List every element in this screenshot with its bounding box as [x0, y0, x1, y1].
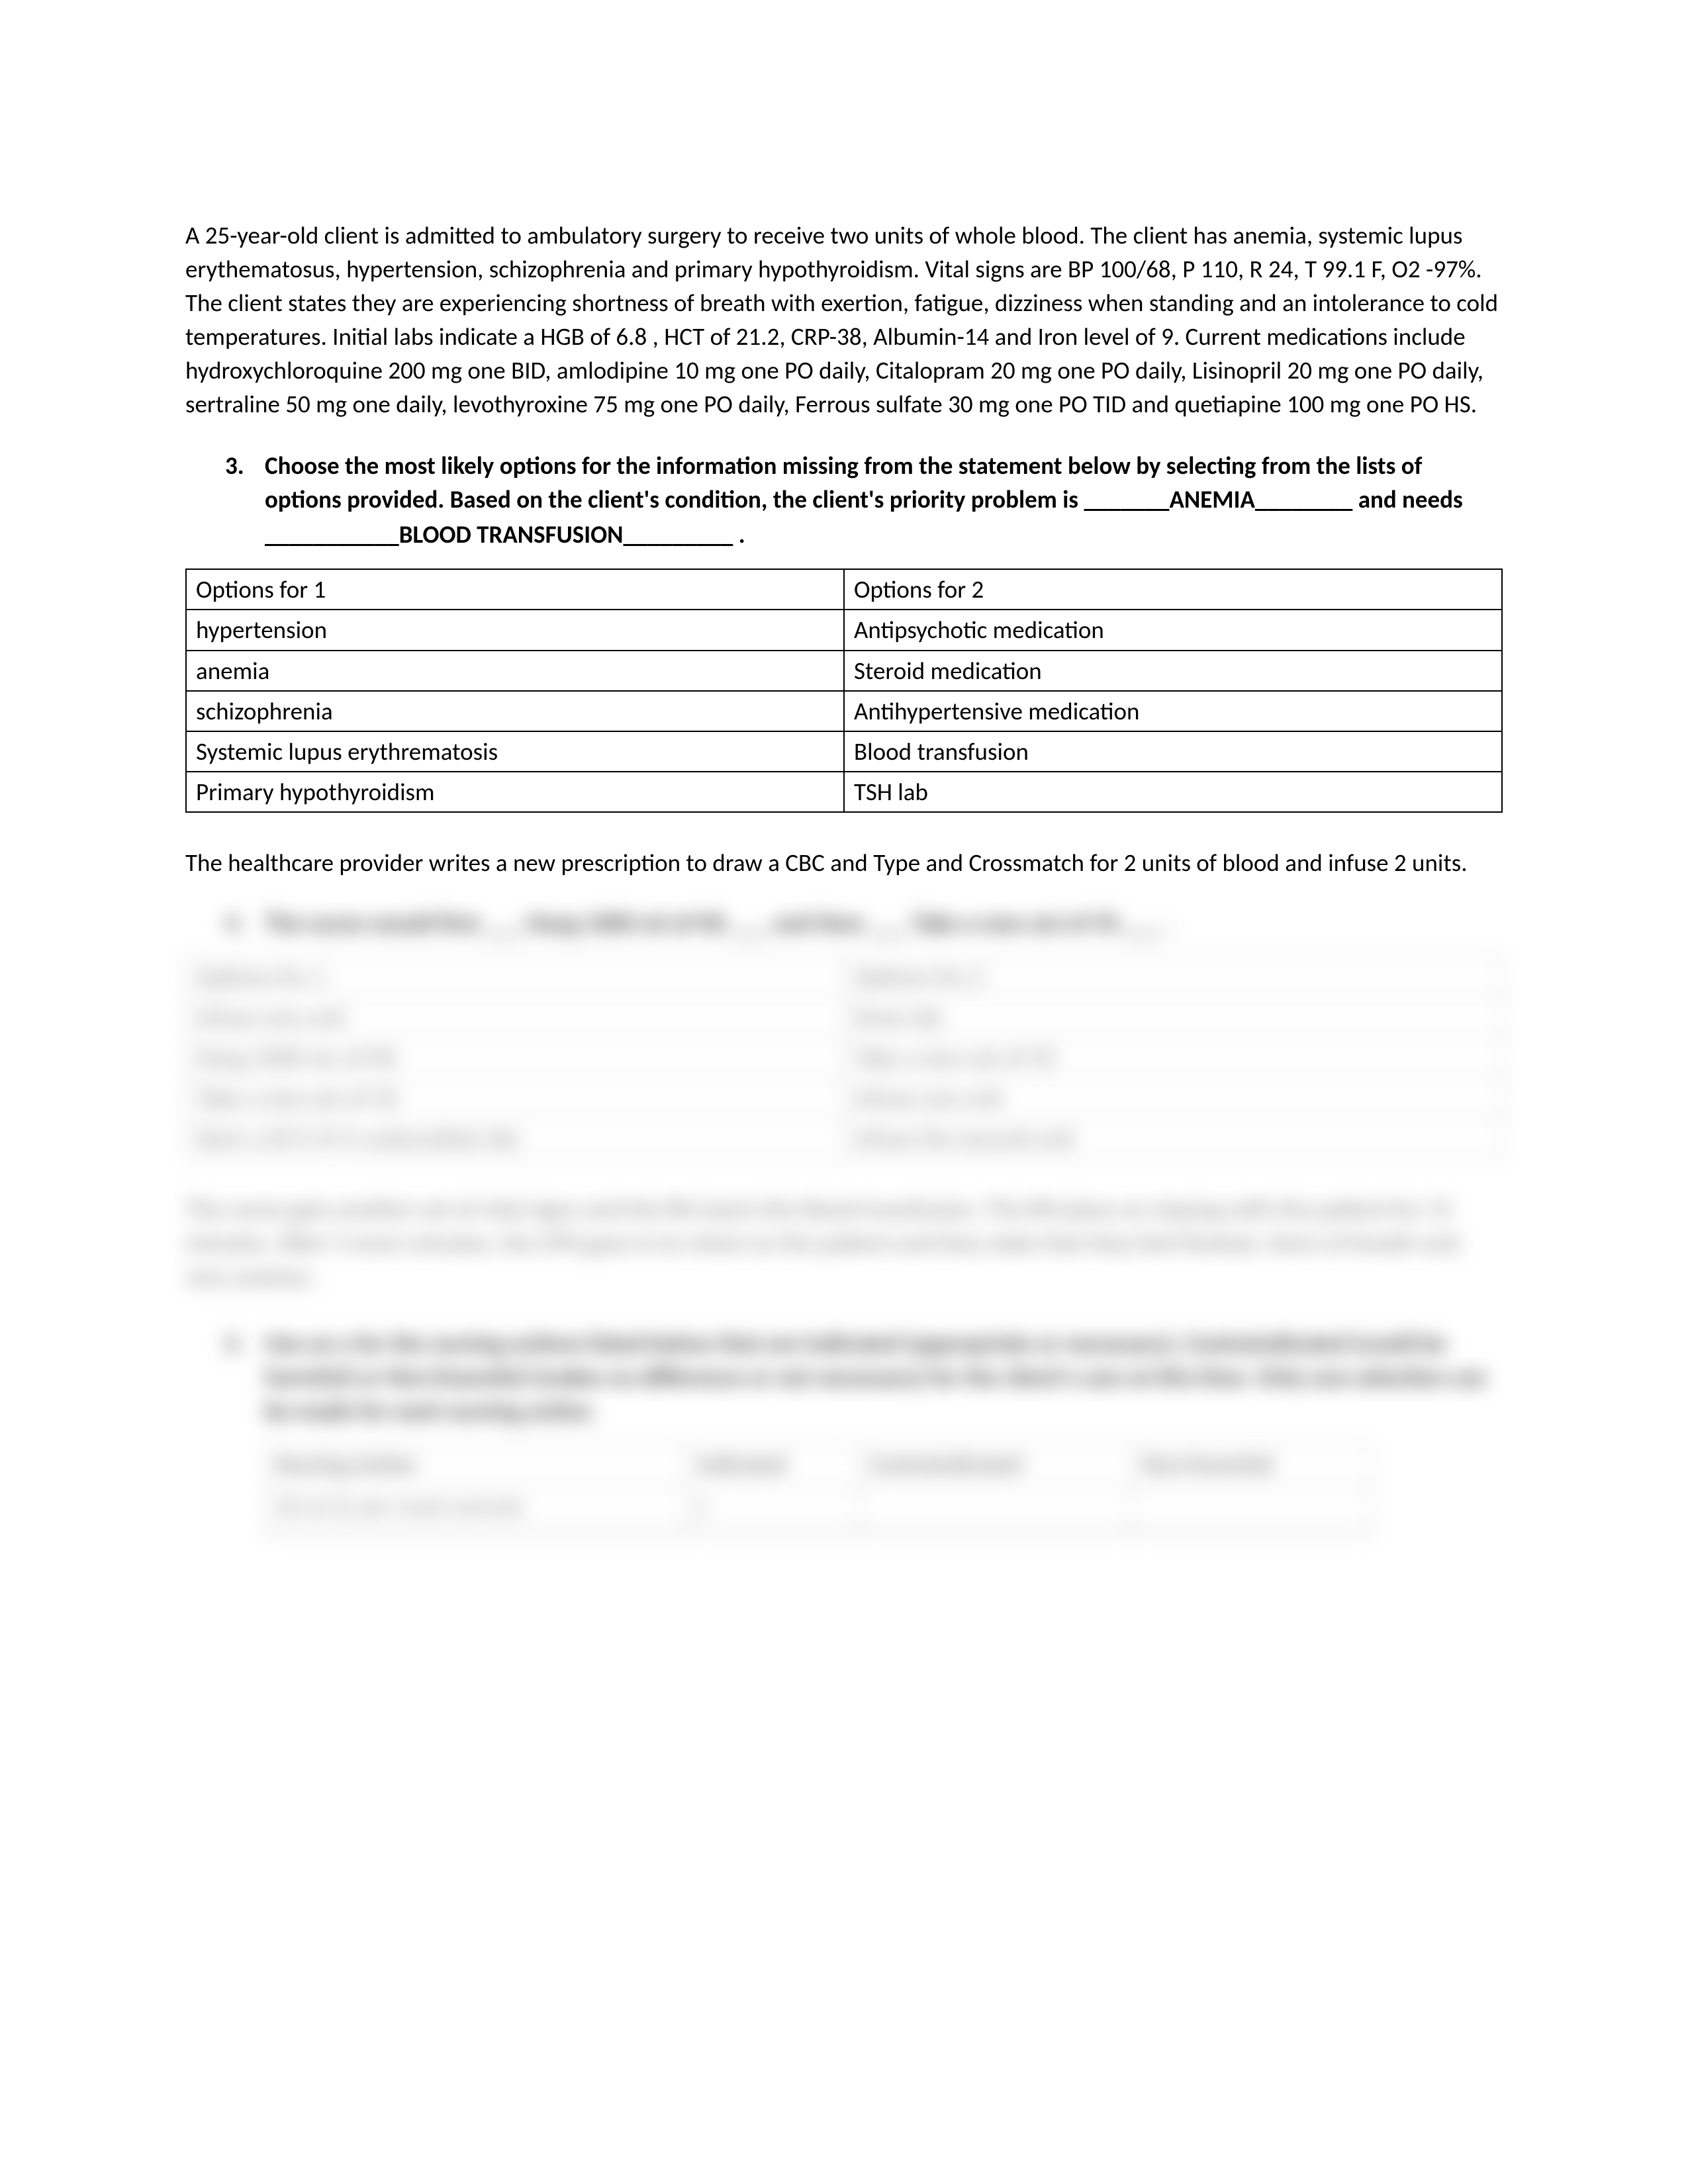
table-row: Take a new set of VS Infuse one unit	[186, 1077, 1502, 1118]
option-cell: Infuse the second unit	[844, 1118, 1502, 1158]
table-row: anemia Steroid medication	[186, 651, 1502, 691]
option-cell: Draw lab	[844, 997, 1502, 1037]
option-cell: Start a 20 G IV in antecubital site	[186, 1118, 844, 1158]
option-cell: Hang 1000 mL of NS	[186, 1037, 844, 1077]
action-header: Indicated	[687, 1444, 859, 1485]
option-cell: schizophrenia	[186, 691, 844, 731]
option-cell: Options for 2	[844, 956, 1502, 997]
blank-2-suffix: _________ .	[624, 520, 745, 549]
options-table-q3: Options for 1 Options for 2 hypertension…	[185, 569, 1503, 812]
option-cell: anemia	[186, 651, 844, 691]
action-cell: O2 at 2L per nasal cannula	[265, 1486, 687, 1527]
action-header: Nursing Action	[265, 1444, 687, 1485]
options-header-1: Options for 1	[186, 569, 844, 610]
followup-paragraph: The healthcare provider writes a new pre…	[185, 846, 1503, 880]
question-3-mid: and needs	[1352, 484, 1462, 514]
blurred-preview-region: 4. The nurse would first ___ Hang 1000 m…	[185, 906, 1503, 1537]
action-cell	[1132, 1486, 1371, 1527]
option-cell: Primary hypothyroidism	[186, 772, 844, 812]
options-header-2: Options for 2	[844, 569, 1502, 610]
table-row: O2 at 2L per nasal cannula x	[265, 1486, 1371, 1527]
question-3-number: 3.	[225, 449, 244, 482]
document-page: A 25-year-old client is admitted to ambu…	[0, 0, 1688, 1669]
table-row: Primary hypothyroidism TSH lab	[186, 772, 1502, 812]
table-row: Infuse one unit Draw lab	[186, 997, 1502, 1037]
option-cell: hypertension	[186, 610, 844, 650]
table-row: Options for 1 Options for 2	[186, 956, 1502, 997]
action-cell	[265, 1527, 687, 1536]
action-table-q5-blurred: Nursing Action Indicated Contraindicated…	[265, 1443, 1372, 1537]
option-cell: Take a new set of VS	[186, 1077, 844, 1118]
question-4-text: The nurse would first ___ Hang 1000 ml o…	[265, 908, 1172, 938]
table-row	[265, 1527, 1371, 1536]
option-cell: Steroid medication	[844, 651, 1502, 691]
answer-2: BLOOD TRANSFUSION	[399, 518, 624, 553]
option-cell: Options for 1	[186, 956, 844, 997]
question-3: 3. Choose the most likely options for th…	[185, 449, 1503, 553]
table-row: Hang 1000 mL of NS Take a new set of VS	[186, 1037, 1502, 1077]
table-row: Nursing Action Indicated Contraindicated…	[265, 1444, 1371, 1485]
action-cell: x	[687, 1486, 859, 1527]
table-row: Start a 20 G IV in antecubital site Infu…	[186, 1118, 1502, 1158]
option-cell: Antipsychotic medication	[844, 610, 1502, 650]
action-cell	[687, 1527, 859, 1536]
blank-1-suffix: ________	[1255, 484, 1352, 514]
option-cell: Infuse one unit	[844, 1077, 1502, 1118]
option-cell: Antihypertensive medication	[844, 691, 1502, 731]
table-row: schizophrenia Antihypertensive medicatio…	[186, 691, 1502, 731]
table-row: Systemic lupus erythrematosis Blood tran…	[186, 731, 1502, 772]
option-cell: Infuse one unit	[186, 997, 844, 1037]
option-cell: TSH lab	[844, 772, 1502, 812]
action-header: Contraindicated	[859, 1444, 1132, 1485]
options-table-q4-blurred: Options for 1 Options for 2 Infuse one u…	[185, 956, 1503, 1159]
action-header: Non-Essential	[1132, 1444, 1371, 1485]
option-cell: Take a new set of VS	[844, 1037, 1502, 1077]
question-5-number: 5.	[225, 1326, 244, 1360]
question-4-blurred: 4. The nurse would first ___ Hang 1000 m…	[185, 906, 1503, 940]
option-cell: Systemic lupus erythrematosis	[186, 731, 844, 772]
action-cell	[859, 1486, 1132, 1527]
table-row: hypertension Antipsychotic medication	[186, 610, 1502, 650]
blurred-paragraph: The nurse gets another set of vital sign…	[185, 1192, 1503, 1293]
blank-1-prefix: _______	[1084, 484, 1169, 514]
table-row: Options for 1 Options for 2	[186, 569, 1502, 610]
question-4-number: 4.	[225, 906, 244, 940]
option-cell: Blood transfusion	[844, 731, 1502, 772]
action-cell	[859, 1527, 1132, 1536]
question-5-blurred: 5. Use an x for the nursing actions list…	[185, 1326, 1503, 1428]
scenario-paragraph: A 25-year-old client is admitted to ambu…	[185, 218, 1503, 421]
blank-2-prefix: ___________	[265, 520, 399, 549]
answer-1: ANEMIA	[1169, 482, 1254, 518]
action-cell	[1132, 1527, 1371, 1536]
question-5-text: Use an x for the nursing actions listed …	[265, 1328, 1486, 1426]
